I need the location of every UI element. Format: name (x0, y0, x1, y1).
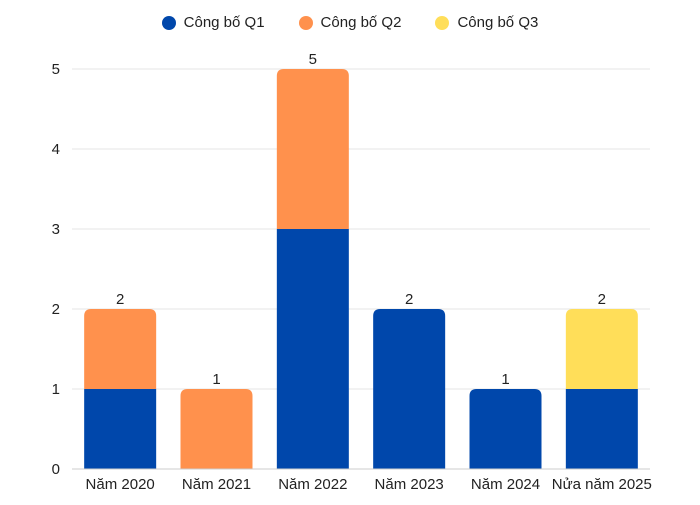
y-tick-label: 3 (52, 221, 60, 238)
legend-swatch-q3 (435, 15, 450, 30)
legend-label-q2: Công bố Q2 (320, 14, 402, 31)
legend-swatch-q1 (161, 15, 176, 30)
y-tick-label: 1 (52, 381, 60, 398)
data-label: 5 (309, 51, 317, 68)
y-tick-label: 2 (52, 301, 60, 318)
x-tick-label: Năm 2021 (182, 476, 251, 493)
bar-segment (565, 389, 638, 469)
legend-label-q1: Công bố Q1 (183, 14, 265, 31)
data-label: 2 (598, 291, 606, 308)
legend: Công bố Q1 Công bố Q2 Công bố Q3 (0, 14, 700, 31)
x-tick-label: Nửa năm 2025 (552, 476, 652, 493)
data-label: 2 (116, 291, 124, 308)
data-label: 1 (212, 371, 220, 388)
bar-segment (84, 389, 157, 469)
bar-segment (180, 389, 253, 469)
legend-label-q3: Công bố Q3 (457, 14, 539, 31)
bar-segment (469, 389, 542, 469)
y-tick-label: 5 (52, 61, 60, 78)
legend-item-q1: Công bố Q1 (161, 14, 265, 31)
legend-item-q2: Công bố Q2 (298, 14, 402, 31)
bar-segment (373, 309, 446, 469)
x-tick-label: Năm 2022 (278, 476, 347, 493)
bar-segment (276, 69, 349, 229)
bar-segment (565, 309, 638, 389)
y-tick-label: 4 (52, 141, 60, 158)
x-tick-label: Năm 2024 (471, 476, 540, 493)
x-tick-label: Năm 2020 (86, 476, 155, 493)
y-tick-label: 0 (52, 461, 60, 478)
x-tick-label: Năm 2023 (375, 476, 444, 493)
data-label: 1 (501, 371, 509, 388)
bar-segment (84, 309, 157, 389)
legend-swatch-q2 (298, 15, 313, 30)
legend-item-q3: Công bố Q3 (435, 14, 538, 31)
data-label: 2 (405, 291, 413, 308)
bar-segment (276, 229, 349, 469)
